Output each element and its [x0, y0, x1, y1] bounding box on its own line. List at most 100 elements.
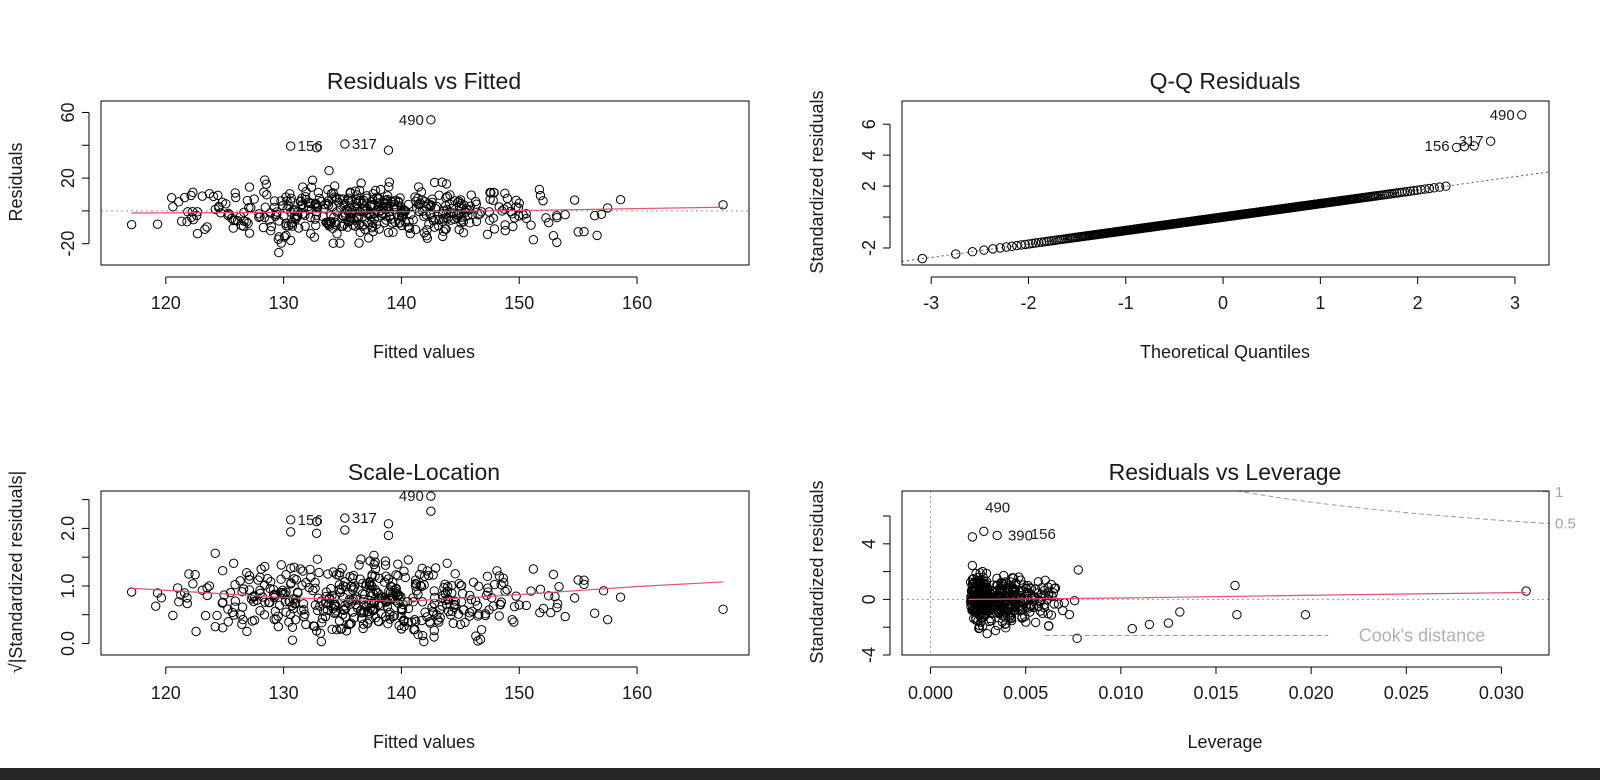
data-point	[356, 613, 367, 624]
data-point	[370, 185, 381, 196]
data-point	[968, 579, 978, 590]
data-point	[359, 607, 369, 617]
cooks-distance-contour	[1235, 491, 1549, 525]
data-point	[237, 602, 248, 612]
point-label: 390	[1008, 527, 1033, 544]
data-point	[1069, 595, 1080, 606]
data-point	[301, 619, 311, 630]
data-point	[335, 587, 346, 597]
data-point	[230, 188, 240, 198]
data-point	[354, 560, 364, 570]
data-point	[176, 216, 187, 226]
data-point	[485, 187, 495, 198]
data-point	[281, 570, 291, 580]
data-point	[552, 602, 562, 613]
data-point	[297, 580, 307, 590]
data-point	[994, 599, 1004, 609]
data-point	[408, 597, 418, 607]
plot-inner	[126, 491, 728, 647]
data-point	[383, 227, 394, 238]
y-tick-label: 60	[58, 102, 78, 122]
data-point	[369, 596, 379, 607]
data-point	[426, 506, 436, 516]
data-point	[323, 196, 334, 206]
data-point	[328, 567, 338, 577]
data-point	[441, 224, 451, 234]
data-point	[468, 577, 479, 587]
data-point	[187, 206, 198, 217]
data-point	[471, 631, 481, 641]
data-point	[354, 238, 364, 248]
data-point	[362, 191, 372, 201]
data-point	[995, 243, 1005, 253]
data-point	[388, 227, 398, 237]
data-point	[273, 234, 284, 244]
data-point	[998, 581, 1008, 591]
x-tick-label: 160	[622, 293, 652, 313]
data-point	[183, 207, 193, 217]
data-point	[344, 619, 354, 630]
data-point	[235, 576, 245, 586]
data-point	[439, 214, 449, 224]
data-point	[340, 513, 350, 523]
data-point	[266, 221, 277, 232]
data-point	[381, 571, 391, 581]
data-point	[358, 619, 369, 629]
data-point	[244, 571, 255, 581]
data-point	[1020, 239, 1030, 250]
data-point	[276, 574, 286, 584]
data-point	[473, 636, 483, 646]
data-point	[354, 219, 364, 230]
data-point	[967, 560, 978, 571]
x-tick-label: -3	[923, 293, 939, 313]
data-point	[1064, 609, 1075, 620]
data-point	[276, 196, 286, 206]
data-point	[487, 593, 497, 603]
data-point	[204, 581, 215, 591]
data-point	[982, 628, 992, 639]
data-point	[354, 185, 365, 196]
data-point	[975, 568, 985, 578]
data-point	[417, 563, 427, 573]
data-point	[397, 605, 408, 615]
data-point	[319, 204, 329, 214]
data-point	[281, 218, 291, 229]
data-point	[347, 208, 358, 218]
data-point	[448, 618, 458, 628]
data-point	[335, 238, 345, 248]
data-point	[242, 626, 252, 637]
data-point	[390, 195, 401, 206]
data-point	[310, 199, 321, 210]
data-point	[492, 566, 502, 576]
x-tick-label: 0	[1218, 293, 1228, 313]
data-point	[345, 571, 355, 582]
x-tick-label: 150	[504, 683, 534, 703]
data-point	[244, 585, 255, 595]
plot-inner	[902, 110, 1549, 264]
data-point	[968, 593, 979, 604]
data-point	[552, 211, 562, 221]
y-axis-label: Standardized residuals	[807, 480, 827, 663]
data-point	[237, 619, 247, 629]
data-point	[223, 617, 233, 627]
y-axis: -20 20 60	[58, 102, 90, 257]
x-tick-label: 3	[1510, 293, 1520, 313]
data-point	[313, 187, 324, 198]
data-point	[287, 217, 297, 228]
data-point	[422, 612, 432, 622]
x-tick-label: 0.010	[1098, 683, 1143, 703]
data-point	[244, 574, 254, 585]
y-axis: 0.0 1.0 2.0	[58, 499, 90, 656]
data-point	[294, 223, 304, 233]
data-point	[285, 609, 296, 620]
data-point	[400, 572, 411, 583]
data-point	[346, 618, 356, 629]
data-point	[375, 601, 386, 611]
data-point	[405, 228, 416, 239]
data-point	[615, 195, 626, 205]
data-point	[1007, 600, 1017, 611]
data-point	[219, 590, 229, 600]
x-axis-label: Fitted values	[373, 732, 475, 752]
data-point	[535, 190, 546, 201]
data-point	[299, 605, 309, 615]
